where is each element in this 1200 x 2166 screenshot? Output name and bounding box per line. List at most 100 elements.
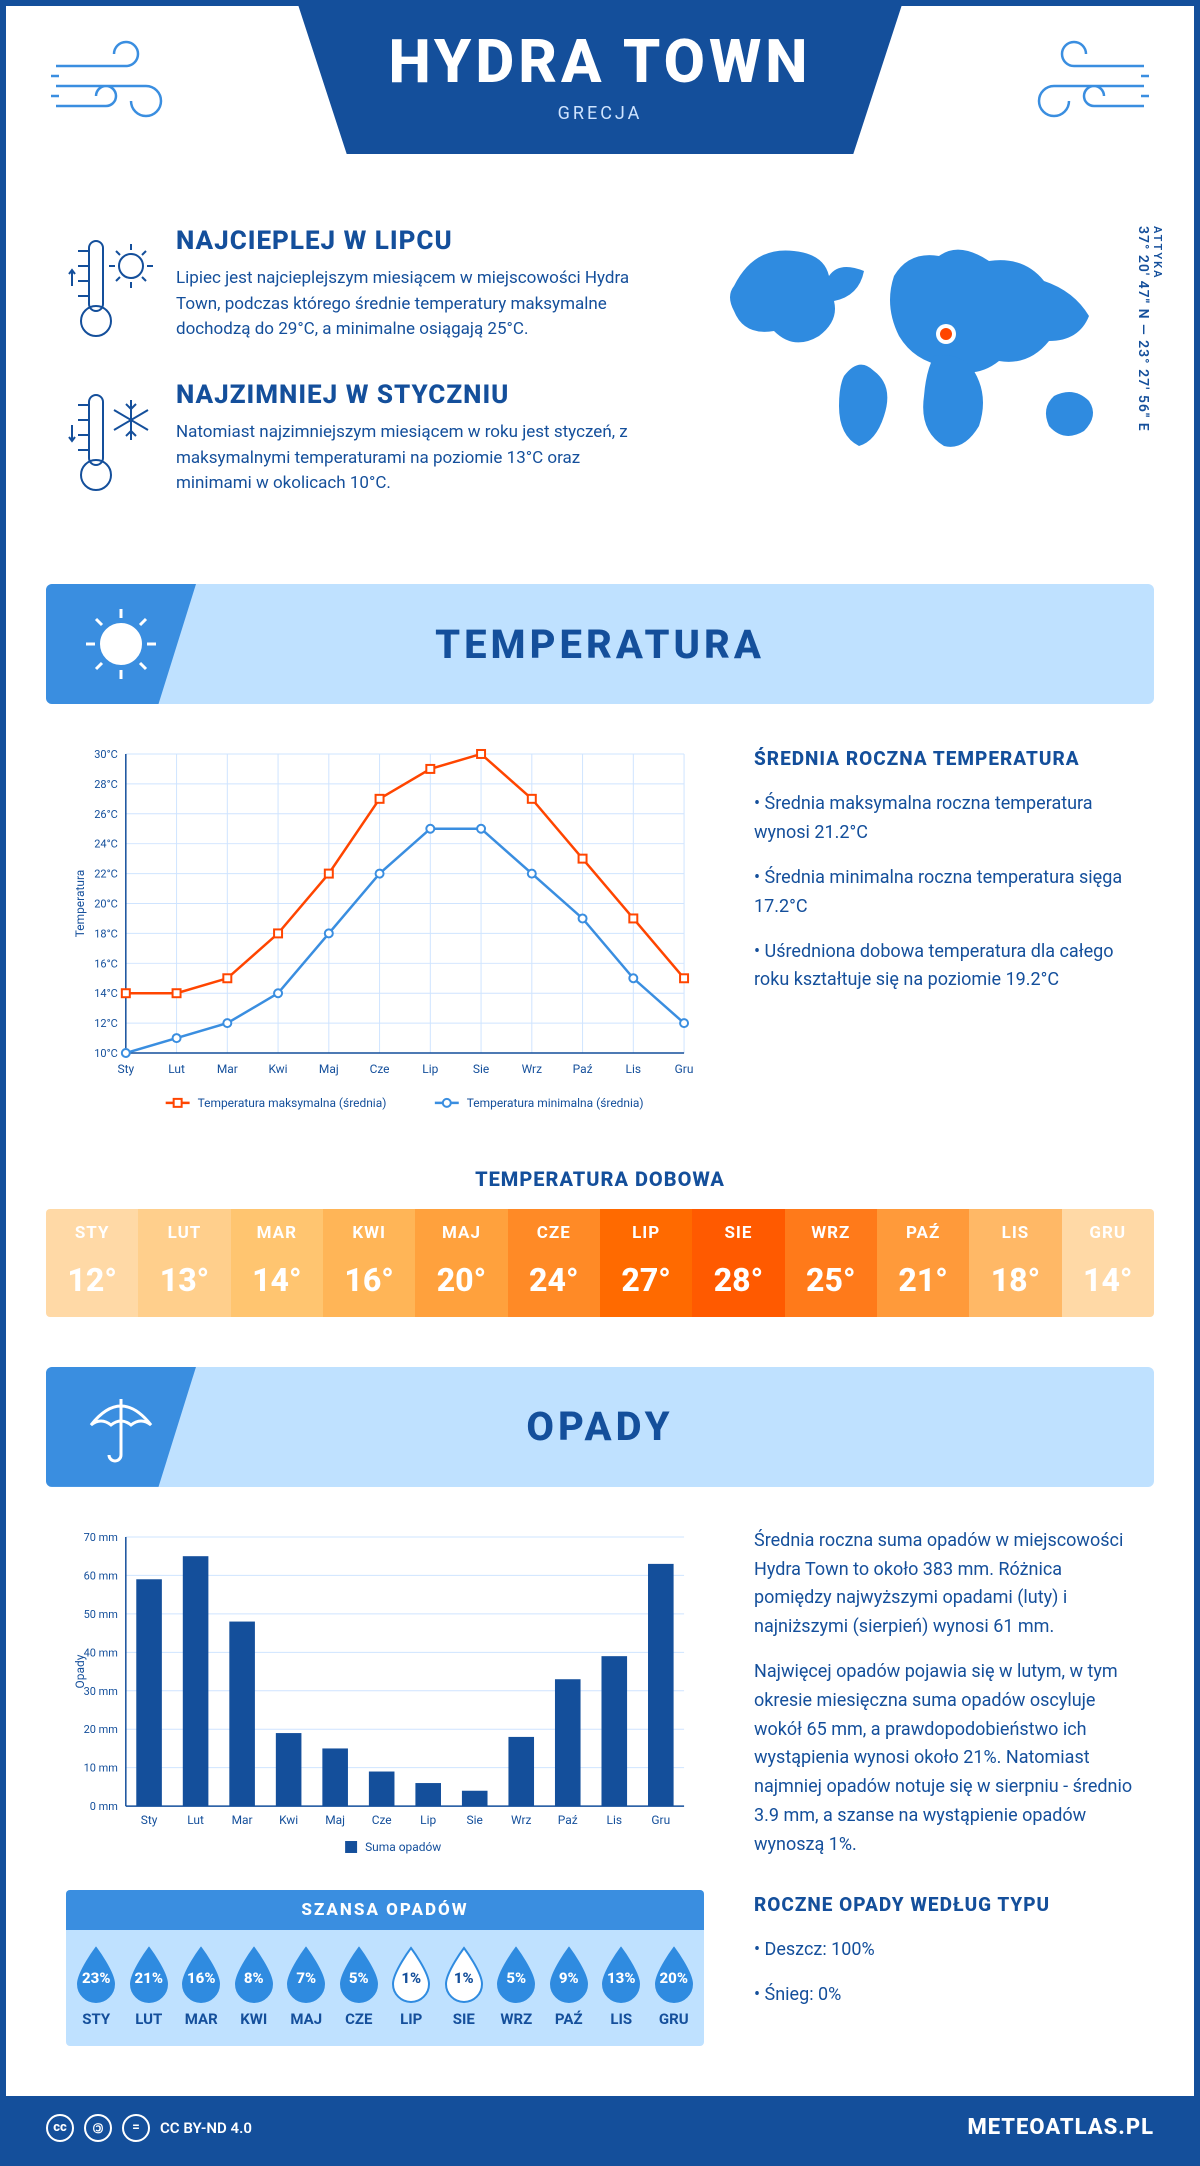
svg-text:Gru: Gru [675, 1062, 694, 1076]
precip-chance-item: 13% LIS [597, 1944, 645, 2028]
svg-text:Wrz: Wrz [511, 1813, 532, 1827]
daily-temp-title: TEMPERATURA DOBOWA [6, 1167, 1194, 1191]
svg-text:14°C: 14°C [94, 987, 118, 1000]
svg-text:Mar: Mar [217, 1062, 238, 1076]
svg-text:Sie: Sie [473, 1062, 489, 1076]
svg-text:24°C: 24°C [94, 838, 118, 851]
svg-text:Temperatura maksymalna (średni: Temperatura maksymalna (średnia) [198, 1096, 387, 1110]
temp-cell: MAJ20° [415, 1209, 507, 1317]
precip-banner: OPADY [46, 1367, 1154, 1487]
precip-chance-item: 8% KWI [230, 1944, 278, 2028]
svg-text:0 mm: 0 mm [90, 1800, 118, 1813]
temperature-banner: TEMPERATURA [46, 584, 1154, 704]
precip-chance-box: SZANSA OPADÓW 23% STY 21% LUT 16% MAR 8%… [66, 1890, 704, 2046]
page-title: HYDRA TOWN [388, 26, 811, 97]
thermometer-snow-icon [66, 380, 156, 504]
precip-chart: 0 mm10 mm20 mm30 mm40 mm50 mm60 mm70 mmO… [66, 1527, 704, 1866]
temp-cell: LUT13° [138, 1209, 230, 1317]
svg-text:70 mm: 70 mm [84, 1531, 118, 1544]
temperature-chart: 10°C 12°C 14°C 16°C 18°C 20°C 22°C 24°C 26°C 28°C… [66, 744, 704, 1127]
page-subtitle: GRECJA [388, 103, 811, 124]
intro-section: NAJCIEPLEJ W LIPCU Lipiec jest najcieple… [6, 206, 1194, 574]
svg-text:Temperatura: Temperatura [73, 870, 87, 938]
temp-cell: STY12° [46, 1209, 138, 1317]
warmest-fact: NAJCIEPLEJ W LIPCU Lipiec jest najcieple… [66, 226, 654, 350]
precip-chance-item: 5% WRZ [492, 1944, 540, 2028]
temp-cell: LIS18° [969, 1209, 1061, 1317]
precip-summary: Średnia roczna suma opadów w miejscowośc… [754, 1527, 1134, 2046]
svg-text:20°C: 20°C [94, 897, 118, 910]
coordinates: ATTYKA 37° 20' 47" N — 23° 27' 56" E [1135, 226, 1164, 432]
thermometer-sun-icon [66, 226, 156, 350]
svg-text:Opady: Opady [73, 1654, 87, 1688]
precip-chance-item: 5% CZE [335, 1944, 383, 2028]
svg-text:26°C: 26°C [94, 808, 118, 821]
svg-text:Lut: Lut [168, 1062, 185, 1076]
daily-temp-table: STY12°LUT13°MAR14°KWI16°MAJ20°CZE24°LIP2… [46, 1209, 1154, 1317]
svg-text:Kwi: Kwi [279, 1813, 298, 1827]
temp-cell: GRU14° [1062, 1209, 1154, 1317]
temp-cell: CZE24° [508, 1209, 600, 1317]
svg-text:Paź: Paź [573, 1062, 593, 1076]
nd-icon: = [122, 2114, 150, 2142]
coldest-fact: NAJZIMNIEJ W STYCZNIU Natomiast najzimni… [66, 380, 654, 504]
svg-text:22°C: 22°C [94, 868, 118, 881]
world-map: ATTYKA 37° 20' 47" N — 23° 27' 56" E [694, 226, 1134, 534]
by-icon: 🄯 [84, 2114, 112, 2142]
precip-chance-item: 21% LUT [125, 1944, 173, 2028]
svg-text:50 mm: 50 mm [84, 1608, 118, 1621]
svg-text:Maj: Maj [325, 1813, 345, 1827]
svg-text:Temperatura minimalna (średnia: Temperatura minimalna (średnia) [467, 1096, 644, 1110]
wind-icon [1014, 36, 1154, 136]
site-name: METEOATLAS.PL [967, 2115, 1154, 2140]
temperature-summary: ŚREDNIA ROCZNA TEMPERATURA • Średnia mak… [754, 744, 1134, 1127]
sun-icon [46, 584, 196, 704]
svg-text:Suma opadów: Suma opadów [365, 1840, 441, 1854]
warmest-text: Lipiec jest najcieplejszym miesiącem w m… [176, 266, 654, 343]
svg-text:20 mm: 20 mm [84, 1723, 118, 1736]
header: HYDRA TOWN GRECJA [6, 6, 1194, 206]
temp-cell: SIE28° [692, 1209, 784, 1317]
svg-text:Cze: Cze [370, 1062, 390, 1076]
temp-cell: PAŹ21° [877, 1209, 969, 1317]
svg-text:Lis: Lis [607, 1813, 623, 1827]
svg-text:Gru: Gru [651, 1813, 670, 1827]
precip-chance-item: 1% LIP [387, 1944, 435, 2028]
coldest-title: NAJZIMNIEJ W STYCZNIU [176, 380, 654, 410]
precip-chance-item: 16% MAR [177, 1944, 225, 2028]
svg-text:Sie: Sie [467, 1813, 483, 1827]
footer: cc 🄯 = CC BY-ND 4.0 METEOATLAS.PL [6, 2096, 1194, 2160]
precip-title: OPADY [526, 1403, 673, 1450]
svg-text:Sty: Sty [141, 1813, 158, 1827]
svg-text:Kwi: Kwi [269, 1062, 288, 1076]
temp-cell: LIP27° [600, 1209, 692, 1317]
umbrella-icon [46, 1367, 196, 1487]
precip-chance-item: 1% SIE [440, 1944, 488, 2028]
svg-text:Paź: Paź [558, 1813, 578, 1827]
svg-text:28°C: 28°C [94, 778, 118, 791]
coldest-text: Natomiast najzimniejszym miesiącem w rok… [176, 420, 654, 497]
svg-text:Lis: Lis [626, 1062, 642, 1076]
precip-chance-item: 23% STY [72, 1944, 120, 2028]
wind-icon [46, 36, 186, 136]
precip-chance-item: 20% GRU [650, 1944, 698, 2028]
svg-text:Mar: Mar [232, 1813, 253, 1827]
svg-text:10°C: 10°C [94, 1047, 118, 1060]
svg-text:30°C: 30°C [94, 748, 118, 761]
precip-chance-item: 9% PAŹ [545, 1944, 593, 2028]
svg-text:30 mm: 30 mm [84, 1685, 118, 1698]
svg-text:Lip: Lip [420, 1813, 436, 1827]
precip-chance-title: SZANSA OPADÓW [66, 1890, 704, 1930]
svg-text:Sty: Sty [117, 1062, 134, 1076]
temp-cell: MAR14° [231, 1209, 323, 1317]
temp-cell: KWI16° [323, 1209, 415, 1317]
temp-cell: WRZ25° [785, 1209, 877, 1317]
svg-text:18°C: 18°C [94, 927, 118, 940]
svg-text:Lut: Lut [187, 1813, 204, 1827]
svg-text:10 mm: 10 mm [84, 1761, 118, 1774]
svg-text:12°C: 12°C [94, 1017, 118, 1030]
svg-text:40 mm: 40 mm [84, 1646, 118, 1659]
svg-text:Maj: Maj [319, 1062, 339, 1076]
svg-text:16°C: 16°C [94, 957, 118, 970]
title-banner: HYDRA TOWN GRECJA [298, 6, 901, 154]
